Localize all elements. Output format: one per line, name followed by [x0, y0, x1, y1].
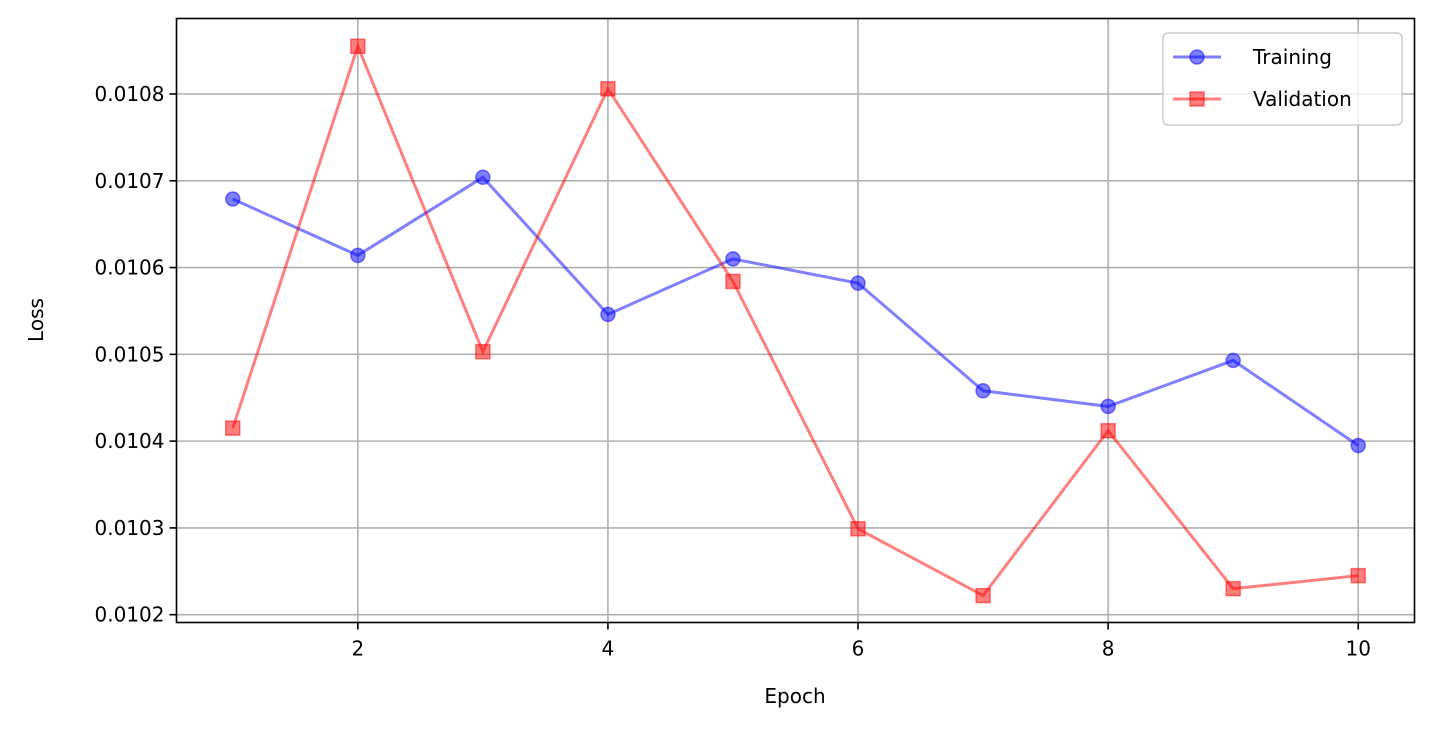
training-point: [475, 169, 491, 186]
training-point: [1100, 398, 1116, 415]
legend-box: [1162, 32, 1403, 126]
y-tick-label: 0.0106: [95, 256, 165, 280]
x-tick-label: 10: [1346, 637, 1371, 661]
legend-item-training: Training: [1173, 45, 1332, 69]
x-tick-label: 8: [1102, 637, 1115, 661]
validation-series: [225, 38, 1366, 604]
y-tick-label: 0.0104: [95, 429, 165, 453]
y-tick-label: 0.0105: [95, 342, 165, 366]
legend: Training Validation: [1162, 32, 1403, 126]
validation-line: [231, 41, 1359, 598]
validation-point: [975, 587, 991, 604]
y-axis-label: Loss: [24, 298, 48, 342]
validation-point: [725, 273, 741, 290]
validation-point: [1225, 580, 1241, 597]
validation-point: [850, 521, 866, 537]
validation-point: [350, 38, 366, 55]
training-point: [350, 247, 366, 264]
series-layer: [225, 38, 1366, 604]
validation-point: [475, 343, 491, 360]
legend-label-validation: Validation: [1253, 87, 1352, 111]
y-tick-label: 0.0108: [95, 82, 165, 106]
training-point: [725, 251, 741, 267]
training-point: [600, 306, 616, 323]
y-tick-label: 0.0102: [95, 603, 165, 627]
legend-item-validation: Validation: [1173, 87, 1352, 111]
y-tick-label: 0.0103: [95, 516, 165, 540]
training-point: [1225, 352, 1241, 369]
validation-point: [600, 81, 616, 97]
validation-point: [225, 420, 241, 436]
x-tick-label: 2: [351, 637, 364, 661]
x-tick-label: 4: [602, 637, 615, 661]
training-point: [850, 275, 866, 291]
grid: [176, 18, 1415, 623]
training-series: [225, 169, 1366, 454]
legend-marker-validation: [1189, 91, 1205, 107]
training-point: [225, 191, 241, 207]
legend-label-training: Training: [1252, 45, 1332, 69]
y-tick-label: 0.0107: [95, 169, 165, 193]
training-line: [232, 175, 1360, 447]
legend-marker-training: [1189, 49, 1205, 65]
x-tick-label: 6: [852, 637, 865, 661]
x-axis-label: Epoch: [764, 684, 825, 708]
training-point: [1350, 437, 1366, 454]
validation-point: [1350, 567, 1366, 584]
axis-ticks: 2 4 6 8 10 0.0102 0.0103 0.0104 0.0105 0.0106 0.01…: [95, 82, 1371, 661]
training-point: [975, 383, 991, 399]
plot-frame: [175, 17, 1416, 624]
validation-point: [1100, 422, 1116, 439]
